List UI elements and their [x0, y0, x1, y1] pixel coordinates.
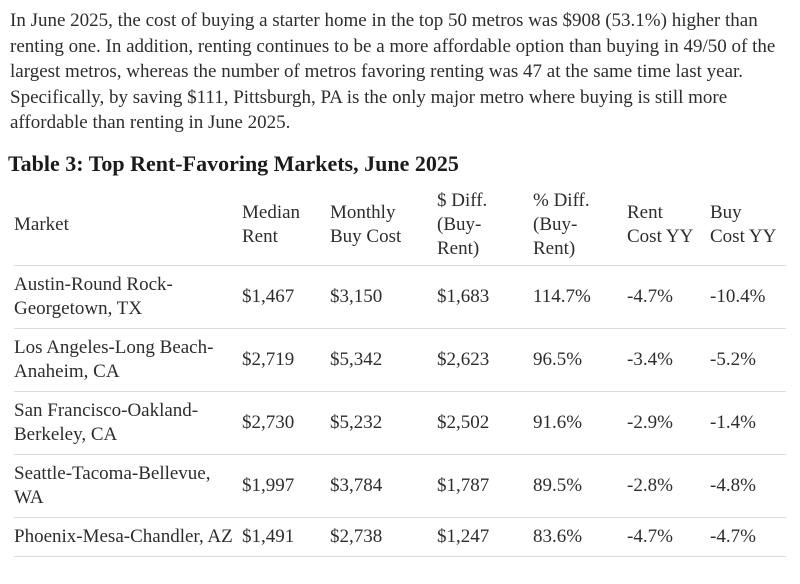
cell-rent-cost-yy: -2.9%: [627, 411, 673, 433]
table-row: Seattle-Tacoma-Bellevue, WA $1,997 $3,78…: [14, 454, 786, 517]
col-header-market: Market: [14, 213, 69, 235]
cell-dollar-diff: $1,683: [437, 285, 490, 307]
cell-market: Austin-Round Rock-Georgetown, TX: [14, 273, 173, 319]
col-header-dollar-diff: $ Diff. (Buy-Rent): [437, 189, 488, 259]
cell-percent-diff: 83.6%: [533, 525, 583, 547]
cell-market: San Francisco-Oakland-Berkeley, CA: [14, 399, 199, 445]
intro-paragraph: In June 2025, the cost of buying a start…: [10, 10, 776, 133]
cell-percent-diff: 114.7%: [533, 285, 591, 307]
table-header-row: Market Median Rent Monthly Buy Cost $ Di…: [14, 187, 786, 265]
table-title: Table 3: Top Rent-Favoring Markets, June…: [8, 150, 459, 176]
cell-dollar-diff: $1,787: [437, 474, 490, 496]
cell-buy-cost-yy: -4.8%: [710, 474, 756, 496]
cell-percent-diff: 91.6%: [533, 411, 583, 433]
table-row: Phoenix-Mesa-Chandler, AZ $1,491 $2,738 …: [14, 517, 786, 556]
cell-median-rent: $1,467: [242, 285, 295, 307]
cell-monthly-buy-cost: $5,232: [330, 411, 383, 433]
cell-percent-diff: 89.5%: [533, 474, 583, 496]
cell-rent-cost-yy: -4.7%: [627, 525, 673, 547]
cell-rent-cost-yy: -4.7%: [627, 285, 673, 307]
col-header-buy-cost-yy: Buy Cost YY: [710, 201, 777, 247]
cell-percent-diff: 96.5%: [533, 348, 583, 370]
cell-buy-cost-yy: -4.7%: [710, 525, 756, 547]
cell-market: Seattle-Tacoma-Bellevue, WA: [14, 462, 211, 508]
col-header-rent-cost-yy: Rent Cost YY: [627, 201, 694, 247]
col-header-percent-diff: % Diff. (Buy-Rent): [533, 189, 590, 259]
cell-buy-cost-yy: -1.4%: [710, 411, 756, 433]
cell-rent-cost-yy: -2.8%: [627, 474, 673, 496]
table-row: Los Angeles-Long Beach-Anaheim, CA $2,71…: [14, 328, 786, 391]
col-header-median-rent: Median Rent: [242, 201, 301, 247]
col-header-monthly-buy-cost: Monthly Buy Cost: [330, 201, 402, 247]
cell-buy-cost-yy: -10.4%: [710, 285, 766, 307]
cell-dollar-diff: $1,247: [437, 525, 490, 547]
cell-median-rent: $1,491: [242, 525, 295, 547]
cell-median-rent: $2,730: [242, 411, 295, 433]
cell-dollar-diff: $2,502: [437, 411, 490, 433]
cell-monthly-buy-cost: $2,738: [330, 525, 383, 547]
report-page: In June 2025, the cost of buying a start…: [8, 10, 786, 557]
cell-monthly-buy-cost: $3,784: [330, 474, 383, 496]
rent-favoring-markets-table: Market Median Rent Monthly Buy Cost $ Di…: [14, 187, 786, 557]
cell-rent-cost-yy: -3.4%: [627, 348, 673, 370]
cell-median-rent: $1,997: [242, 474, 295, 496]
cell-monthly-buy-cost: $5,342: [330, 348, 383, 370]
cell-buy-cost-yy: -5.2%: [710, 348, 756, 370]
cell-dollar-diff: $2,623: [437, 348, 490, 370]
cell-market: Los Angeles-Long Beach-Anaheim, CA: [14, 336, 214, 382]
table-row: Austin-Round Rock-Georgetown, TX $1,467 …: [14, 265, 786, 328]
table-row: San Francisco-Oakland-Berkeley, CA $2,73…: [14, 391, 786, 454]
cell-monthly-buy-cost: $3,150: [330, 285, 383, 307]
cell-market: Phoenix-Mesa-Chandler, AZ: [14, 525, 233, 547]
cell-median-rent: $2,719: [242, 348, 295, 370]
